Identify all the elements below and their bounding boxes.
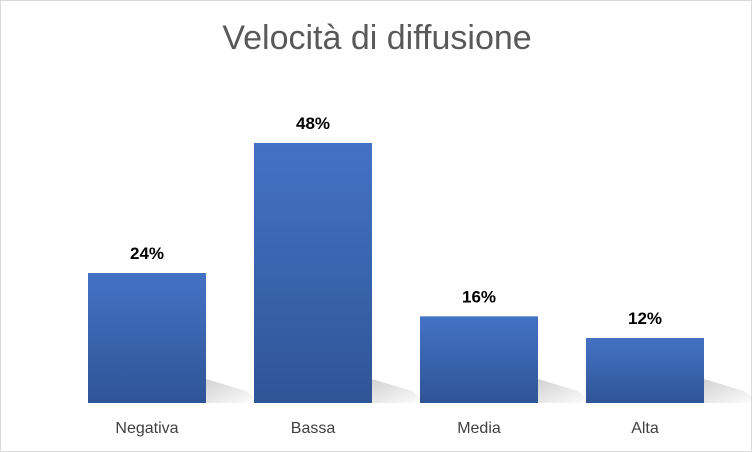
category-label-alta: Alta [631,420,659,437]
bar-shadow [538,379,593,403]
bar-negativa [88,273,206,403]
data-label-media: 16% [462,287,496,306]
data-label-negativa: 24% [130,244,164,263]
category-label-bassa: Bassa [291,420,336,437]
bar-bassa [254,143,372,403]
category-label-negativa: Negativa [115,420,178,437]
data-label-alta: 12% [628,309,662,328]
bar-shadow [372,379,427,403]
bar-media [420,316,538,403]
bar-alta [586,338,704,403]
bar-shadow [704,379,752,403]
category-label-media: Media [457,420,501,437]
bar-shadow [206,379,261,403]
data-label-bassa: 48% [296,114,330,133]
chart-title: Velocità di diffusione [222,19,532,57]
